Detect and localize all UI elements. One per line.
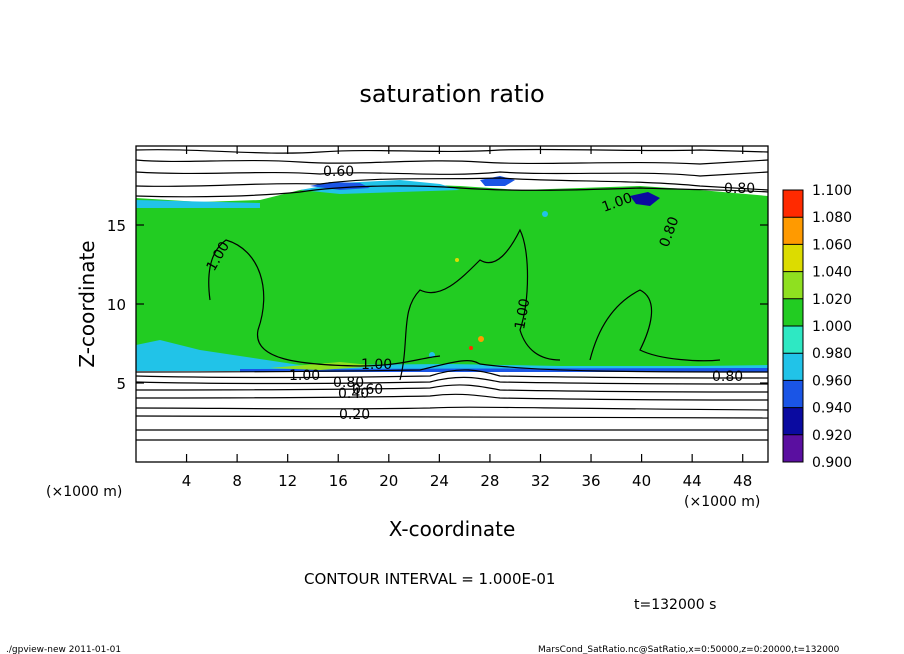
x-tick-label: 20 [379,472,398,490]
chart-title: saturation ratio [359,80,544,108]
saturated-layer [136,184,768,371]
lower-edge-yellow [270,362,380,370]
x-tick-label: 44 [683,472,702,490]
x-tick-label: 40 [632,472,651,490]
x-tick-label: 36 [581,472,600,490]
x-tick-label: 48 [733,472,752,490]
footer-left: ./gpview-new 2011-01-01 [6,645,121,654]
colorbar-swatch [783,407,803,435]
x-axis: 4 8 12 16 20 24 28 32 36 40 44 48 [182,146,752,490]
contour-label: 0.80 [333,375,364,391]
colorbar: 0.900 0.920 0.940 0.960 0.980 1.000 1.020 1.040… [782,183,852,471]
speck-red [469,346,473,350]
colorbar-label: 0.920 [812,428,852,444]
x-axis-title: X-coordinate [389,517,516,541]
y-tick-label: 10 [107,296,126,314]
colorbar-label: 0.940 [812,401,852,417]
contour-label: 0.60 [352,382,383,398]
speck-yellow [455,258,459,262]
x-tick-label: 24 [430,472,449,490]
y-tick-label: 5 [116,375,126,393]
colorbar-label: 1.020 [812,292,852,308]
colorbar-swatch [783,217,803,245]
colorbar-swatch [783,244,803,272]
x-tick-label: 16 [329,472,348,490]
x-tick-label: 32 [531,472,550,490]
y-unit-label: (×1000 m) [46,484,122,500]
y-axis-title: Z-coordinate [75,240,99,367]
footer-right: MarsCond_SatRatio.nc@SatRatio,x=0:50000,… [538,645,840,654]
upper-edge-cyan-2 [136,200,260,208]
contour-label: 0.80 [712,369,743,385]
y-tick-label: 15 [107,217,126,235]
colorbar-label: 1.040 [812,265,852,281]
y-axis: 5 10 15 [107,217,768,393]
speck-orange [478,336,484,342]
colorbar-swatch [783,380,803,408]
colorbar-swatch [783,298,803,326]
colorbar-swatch [783,326,803,354]
colorbar-label: 1.060 [812,237,852,253]
contour-label: 0.20 [339,407,370,423]
time-text: t=132000 s [634,597,716,613]
contour-interval-text: CONTOUR INTERVAL = 1.000E-01 [304,570,555,588]
colorbar-label: 1.000 [812,319,852,335]
x-tick-label: 28 [480,472,499,490]
contour-lines [135,148,769,441]
upper-edge-blue [310,182,370,190]
colorbar-swatch [783,353,803,381]
colorbar-swatch [783,434,803,462]
colorbar-label: 0.900 [812,455,852,471]
x-tick-label: 12 [278,472,297,490]
colorbar-label: 1.100 [812,183,852,199]
colorbar-label: 0.980 [812,346,852,362]
colorbar-label: 0.960 [812,373,852,389]
colorbar-swatch [783,271,803,299]
colorbar-label: 1.080 [812,210,852,226]
x-tick-label: 8 [232,472,242,490]
contour-label: 0.60 [323,164,354,180]
speck-cyan-2 [542,211,548,217]
contour-label-group: 0.60 0.80 1.00 0.80 1.00 1.00 1.00 1.00 … [204,164,756,423]
contour-label: 1.00 [361,357,392,373]
saturation-field [136,176,768,372]
contour-label: 1.00 [512,297,533,330]
contour-label: 0.80 [724,181,755,197]
colorbar-swatch [783,190,803,218]
upper-edge-blue-3 [630,192,660,206]
contour-label: 0.40 [338,386,369,402]
x-tick-label: 4 [182,472,192,490]
lower-edge-cyan [136,340,768,371]
x-unit-label: (×1000 m) [684,494,760,510]
contour-label: 1.00 [289,368,320,384]
